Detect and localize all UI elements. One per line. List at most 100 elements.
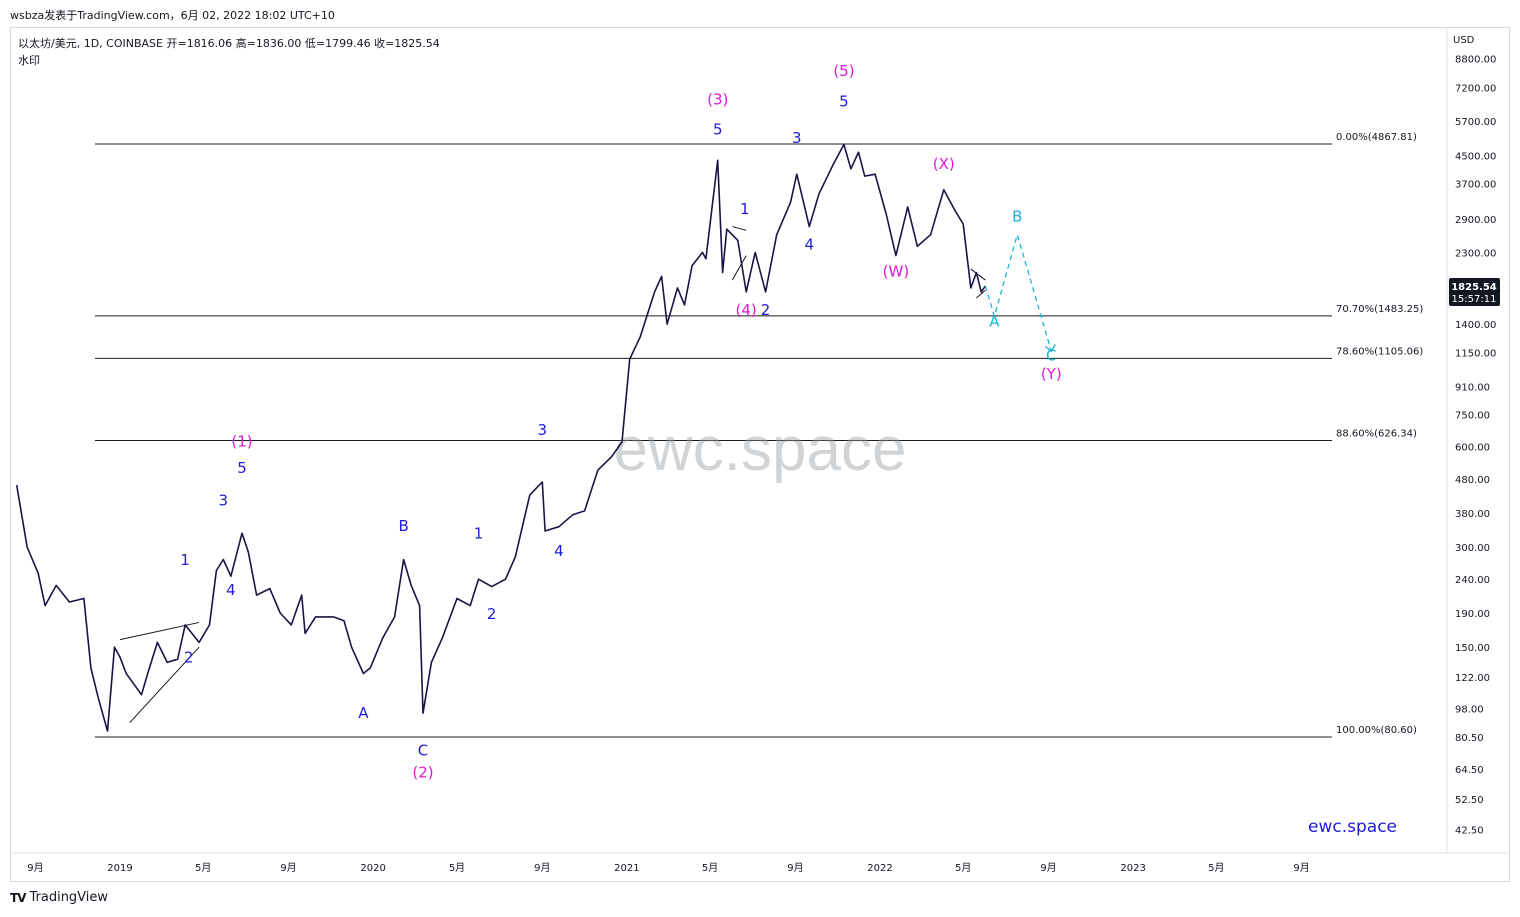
wave-label: (4) — [736, 301, 757, 319]
price-tick-label: 8800.00 — [1455, 54, 1496, 65]
wave-label: 2 — [184, 648, 194, 666]
wave-label: (W) — [883, 262, 910, 280]
last-price-value: 1825.54 — [1451, 282, 1497, 293]
watermark-corner: ewc.space — [1308, 817, 1397, 837]
wave-label: 3 — [219, 491, 229, 509]
price-series — [15, 143, 987, 732]
wave-label: C — [418, 741, 428, 759]
wave-label: C — [1046, 346, 1056, 364]
price-axis[interactable]: USD 8800.00 7200.00 5700.00 4500.00 3700.00 2… — [1446, 28, 1496, 852]
wave-label: 5 — [713, 120, 723, 138]
time-axis[interactable]: 9月 2019 5月 9月 2020 5月 9月 2021 5月 9月 2022 5月 9月 2023 5月… — [11, 852, 1509, 874]
triangle-lower-line — [731, 255, 747, 281]
price-axis-currency: USD — [1453, 35, 1475, 46]
wave-label: (1) — [231, 433, 252, 451]
price-tick-label: 380.00 — [1455, 509, 1490, 520]
time-tick-label: 9月 — [534, 862, 550, 874]
price-tick-label: 300.00 — [1455, 543, 1490, 554]
wave-label: 3 — [792, 129, 802, 147]
wave-label: 1 — [180, 551, 190, 569]
price-tick-label: 80.50 — [1455, 733, 1484, 744]
time-tick-label: 5月 — [1208, 862, 1224, 874]
wave-label: 1 — [740, 200, 750, 218]
wave-label: (3) — [707, 90, 728, 108]
price-tick-label: 7200.00 — [1455, 83, 1496, 94]
time-tick-label: 5月 — [955, 862, 971, 874]
footer-brand[interactable]: TV TradingView — [10, 890, 108, 905]
fib-level-label: 88.60%(626.34) — [1336, 429, 1417, 440]
wave-label: A — [989, 312, 1000, 330]
price-line — [15, 143, 987, 732]
wave-label: 4 — [226, 581, 236, 599]
price-tick-label: 122.00 — [1455, 673, 1490, 684]
time-tick-label: 2021 — [614, 863, 639, 874]
tradingview-brand-text: TradingView — [29, 890, 109, 905]
price-tick-label: 600.00 — [1455, 443, 1490, 454]
time-tick-label: 9月 — [27, 862, 43, 874]
publish-caption: wsbza发表于TradingView.com，6月 02, 2022 18:0… — [10, 9, 335, 22]
price-tick-label: 2900.00 — [1455, 215, 1496, 226]
wave-label: 2 — [487, 605, 497, 623]
time-tick-label: 9月 — [280, 862, 296, 874]
price-tick-label: 98.00 — [1455, 705, 1484, 716]
wave-label: A — [358, 704, 369, 722]
time-tick-label: 5月 — [702, 862, 718, 874]
price-tick-label: 910.00 — [1455, 382, 1490, 393]
fib-level-label: 0.00%(4867.81) — [1336, 132, 1417, 143]
triangle-upper-line — [970, 268, 986, 281]
price-tick-label: 52.50 — [1455, 795, 1484, 806]
price-tick-label: 480.00 — [1455, 475, 1490, 486]
time-tick-label: 2022 — [867, 863, 892, 874]
last-price-countdown: 15:57:11 — [1452, 294, 1497, 305]
wave-label: (X) — [933, 155, 955, 173]
watermark-layer: ewc.space ewc.space — [614, 415, 1397, 837]
time-tick-label: 2023 — [1120, 863, 1145, 874]
time-tick-label: 9月 — [1293, 862, 1309, 874]
wave-label: 3 — [538, 421, 548, 439]
price-tick-label: 190.00 — [1455, 609, 1490, 620]
fib-level-label: 100.00%(80.60) — [1336, 725, 1417, 736]
price-tick-label: 4500.00 — [1455, 151, 1496, 162]
watermark-indicator-label: 水印 — [18, 54, 40, 67]
triangle-lower-line — [976, 289, 986, 299]
price-tick-label: 240.00 — [1455, 575, 1490, 586]
price-tick-label: 1400.00 — [1455, 320, 1496, 331]
triangle-lower-line — [129, 646, 200, 724]
wave-label: (Y) — [1041, 365, 1062, 383]
triangle-upper-line — [119, 621, 200, 641]
wave-label: B — [398, 517, 408, 535]
time-tick-label: 2020 — [360, 863, 385, 874]
projection-path[interactable] — [984, 232, 1056, 353]
price-tick-label: 1150.00 — [1455, 349, 1496, 360]
time-tick-label: 9月 — [787, 862, 803, 874]
price-tick-label: 5700.00 — [1455, 117, 1496, 128]
time-tick-label: 2019 — [107, 863, 132, 874]
wave-label: (5) — [833, 62, 854, 80]
price-tick-label: 42.50 — [1455, 826, 1484, 837]
triangle-upper-line — [732, 226, 747, 231]
last-price-badge-bg — [1449, 278, 1500, 306]
last-price-badge: 1825.54 15:57:11 — [1449, 278, 1500, 306]
fib-retracement[interactable]: 0.00%(4867.81) 70.70%(1483.25) 78.60%(1105… — [95, 132, 1423, 738]
wave-label: 1 — [474, 525, 484, 543]
tradingview-logo-icon: TV — [10, 890, 27, 905]
projection-arrow-icon — [1044, 344, 1056, 353]
time-tick-label: 5月 — [449, 862, 465, 874]
price-tick-label: 750.00 — [1455, 410, 1490, 421]
projection-line — [984, 232, 1052, 352]
wave-label: 4 — [554, 542, 564, 560]
wave-label: 5 — [237, 459, 247, 477]
price-tick-label: 2300.00 — [1455, 248, 1496, 259]
wave-label: 4 — [804, 235, 814, 253]
wave-label: 2 — [761, 301, 771, 319]
fib-level-label: 78.60%(1105.06) — [1336, 346, 1423, 357]
watermark-center: ewc.space — [614, 415, 907, 484]
time-tick-label: 9月 — [1040, 862, 1056, 874]
fib-level-label: 70.70%(1483.25) — [1336, 304, 1423, 315]
time-tick-label: 5月 — [195, 862, 211, 874]
symbol-ohlc-legend: 以太坊/美元, 1D, COINBASE 开=1816.06 高=1836.00… — [18, 37, 440, 50]
wave-label: B — [1012, 207, 1022, 225]
price-tick-label: 3700.00 — [1455, 180, 1496, 191]
wave-label: (2) — [412, 763, 433, 781]
